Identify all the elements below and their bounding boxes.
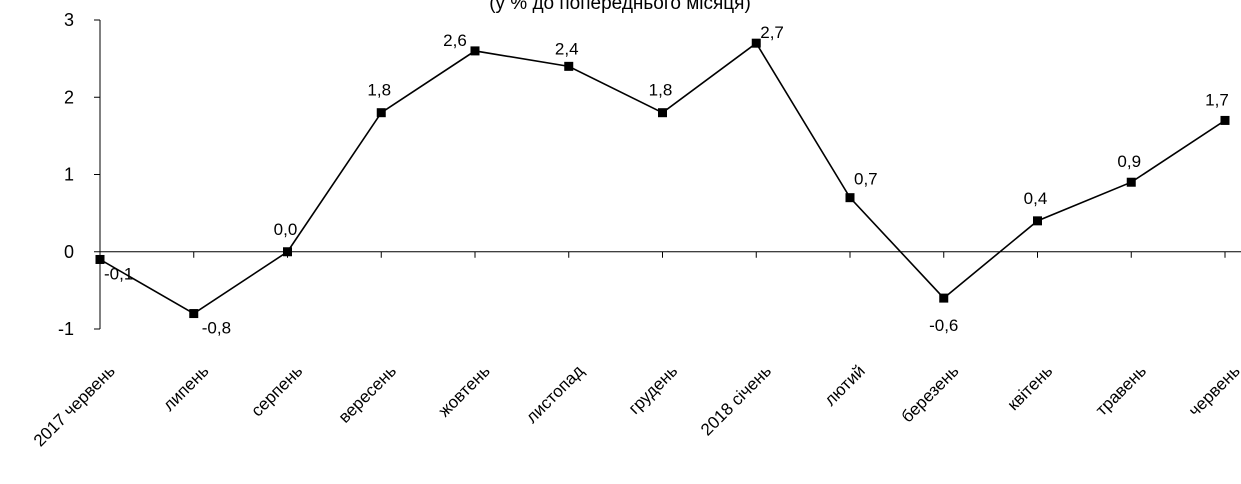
category-label: жовтень — [435, 361, 494, 420]
data-label: -0,8 — [202, 319, 231, 338]
category-label: 2017 червень — [30, 361, 119, 450]
category-label: квітень — [1004, 361, 1057, 414]
category-label: липень — [159, 361, 212, 414]
data-point-marker — [470, 46, 480, 56]
data-label: 2,7 — [760, 23, 784, 42]
data-label: -0,1 — [104, 264, 133, 283]
series-line — [95, 38, 1230, 319]
data-label: 1,8 — [367, 81, 391, 100]
data-label: 0,9 — [1117, 152, 1141, 171]
data-point-marker — [751, 38, 761, 48]
category-label: травень — [1092, 361, 1150, 419]
data-point-marker — [376, 108, 386, 118]
data-label: 0,0 — [274, 220, 298, 239]
data-point-marker — [658, 108, 667, 118]
data-point-marker — [283, 247, 292, 257]
category-label: листопад — [522, 361, 587, 426]
data-point-marker — [1126, 177, 1136, 187]
y-tick-label: 3 — [64, 10, 74, 30]
data-point-marker — [1220, 115, 1230, 125]
category-label: червень — [1185, 361, 1241, 420]
axes — [94, 19, 1241, 330]
data-point-marker — [939, 293, 949, 303]
category-label: грудень — [625, 361, 682, 418]
category-label: лютий — [821, 361, 869, 409]
data-label: 1,8 — [649, 81, 673, 100]
data-label: 1,7 — [1205, 90, 1229, 109]
y-tick-label: 0 — [64, 242, 74, 262]
y-tick-labels: -1 0 1 2 3 — [58, 10, 74, 339]
x-tick-labels: 2017 червень липень серпень вересень жовтень… — [30, 361, 1241, 450]
category-label: вересень — [335, 361, 400, 426]
data-point-marker — [564, 61, 574, 71]
chart-title: (у % до попереднього місяця) — [489, 0, 751, 14]
data-label: 0,7 — [854, 170, 878, 189]
data-point-marker — [189, 309, 199, 319]
data-point-marker — [1033, 216, 1042, 226]
data-point-marker — [95, 254, 105, 264]
data-point-marker — [845, 193, 855, 203]
category-label: березень — [898, 361, 963, 426]
data-label: -0,6 — [929, 316, 958, 335]
data-label: 0,4 — [1024, 189, 1048, 208]
data-label: 2,4 — [555, 39, 579, 58]
data-labels: -0,1 -0,8 0,0 1,8 2,6 2,4 1,8 2,7 0,7 -0,6 0,4 0,9 1… — [104, 23, 1229, 337]
data-label: 2,6 — [443, 31, 467, 50]
y-tick-label: 2 — [64, 87, 74, 107]
category-label: серпень — [247, 361, 306, 420]
y-tick-label: -1 — [58, 319, 74, 339]
y-tick-label: 1 — [64, 165, 74, 185]
category-label: 2018 січень — [697, 361, 775, 439]
